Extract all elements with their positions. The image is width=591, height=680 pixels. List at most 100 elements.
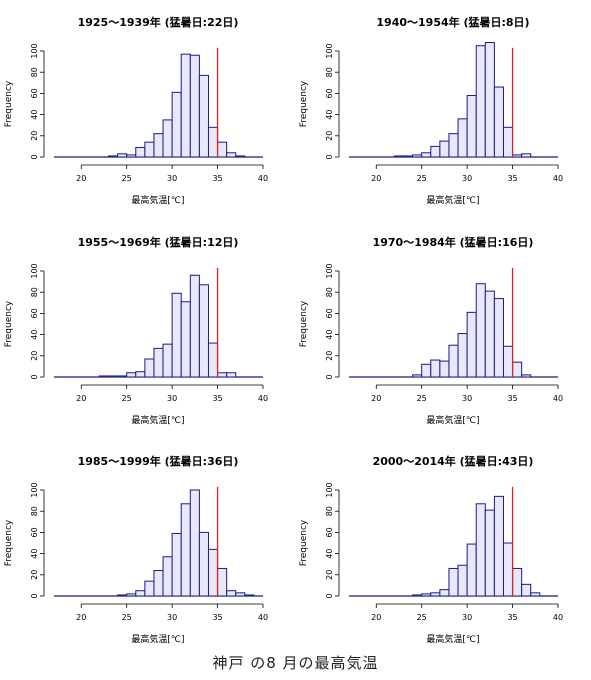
histogram-bar (484, 42, 495, 158)
y-axis-label: Frequency (4, 519, 14, 566)
x-tick-label: 35 (212, 394, 222, 403)
histogram-bar (162, 343, 173, 378)
histogram-bar (217, 567, 228, 597)
histogram-bar (126, 593, 137, 597)
histogram-bar (512, 154, 523, 158)
y-axis-label: Frequency (4, 300, 14, 347)
x-tick-label: 20 (371, 394, 381, 403)
y-tick-label: 40 (325, 110, 334, 120)
histogram-panel-6: 2000～2014年 (猛暑日:43日) 0 20 40 60 80 100 Frequenc… (299, 454, 563, 645)
histogram-bar (457, 118, 468, 158)
y-tick-label: 60 (30, 527, 39, 537)
y-tick-label: 100 (325, 43, 334, 58)
panel-title: 1955～1969年 (猛暑日:12日) (78, 235, 239, 249)
histogram-bar (198, 74, 209, 158)
histogram-bar (135, 146, 146, 158)
histogram-bar (457, 564, 468, 597)
histogram-bar (439, 360, 450, 378)
histogram-bar (448, 133, 459, 158)
histogram-bar (98, 375, 110, 378)
histogram-bar (235, 155, 246, 158)
histogram-bar (135, 590, 146, 597)
y-tick-label: 40 (30, 330, 39, 340)
histogram-bar (439, 140, 450, 158)
histogram-bar (412, 374, 423, 378)
histogram-bar (180, 53, 191, 158)
histogram-bar (421, 363, 432, 378)
y-tick-label: 0 (30, 593, 39, 598)
histogram-bar (502, 345, 514, 378)
histogram-bar (153, 347, 164, 378)
histogram-bar (153, 570, 164, 597)
y-tick-label: 20 (30, 570, 39, 580)
panel-title: 1985～1999年 (猛暑日:36日) (78, 454, 239, 468)
histogram-bar (475, 283, 486, 378)
histogram-bar (226, 372, 237, 378)
y-tick-label: 20 (325, 570, 334, 580)
x-tick-label: 25 (122, 174, 132, 183)
y-tick-label: 0 (325, 593, 334, 598)
x-tick-label: 20 (371, 174, 381, 183)
x-tick-label: 25 (417, 613, 427, 622)
x-tick-label: 35 (507, 613, 517, 622)
x-tick-label: 40 (553, 174, 563, 183)
x-tick-label: 40 (258, 613, 268, 622)
histogram-bar (207, 342, 219, 378)
y-tick-label: 80 (30, 287, 39, 297)
histogram-bar (189, 489, 200, 597)
x-tick-label: 40 (258, 394, 268, 403)
x-tick-label: 30 (462, 174, 472, 183)
x-tick-label: 35 (212, 174, 222, 183)
y-tick-label: 60 (30, 308, 39, 318)
histogram-bar (475, 503, 486, 597)
histogram-bar (180, 503, 191, 597)
histogram-bar (207, 548, 219, 597)
y-tick-label: 80 (325, 67, 334, 77)
histogram-bar (217, 141, 228, 158)
histogram-bar (244, 594, 255, 597)
y-tick-label: 40 (325, 330, 334, 340)
x-tick-label: 30 (167, 613, 177, 622)
y-tick-label: 20 (325, 351, 334, 361)
histogram-bar (135, 371, 146, 378)
x-tick-label: 30 (462, 394, 472, 403)
histogram-bar (403, 155, 414, 158)
y-tick-label: 0 (30, 374, 39, 379)
histogram-bar (512, 567, 523, 597)
histogram-bar (162, 119, 173, 158)
histogram-bar (393, 155, 405, 158)
y-tick-label: 40 (30, 110, 39, 120)
histogram-bar (144, 141, 155, 158)
y-tick-label: 80 (30, 67, 39, 77)
histogram-bar (162, 556, 173, 597)
histogram-bar (430, 359, 441, 378)
histogram-panel-3: 1955～1969年 (猛暑日:12日) 0 20 40 60 80 100 Frequenc… (4, 235, 268, 426)
histogram-bar (521, 374, 532, 378)
y-tick-label: 80 (30, 506, 39, 516)
figure-caption: 神戸 の8 月の最高気温 (212, 654, 379, 672)
y-tick-label: 20 (325, 131, 334, 141)
x-tick-label: 25 (122, 613, 132, 622)
x-tick-label: 35 (507, 174, 517, 183)
x-tick-label: 40 (553, 613, 563, 622)
x-axis-label: 最高気温[℃] (131, 633, 184, 645)
histogram-bar (235, 592, 246, 597)
histogram-panel-4: 1970～1984年 (猛暑日:16日) 0 20 40 60 80 100 Frequenc… (299, 235, 563, 426)
histogram-bar (512, 361, 523, 378)
y-tick-label: 0 (325, 374, 334, 379)
histogram-bar (171, 91, 182, 158)
histogram-bar (466, 311, 477, 378)
histogram-panel-5: 1985～1999年 (猛暑日:36日) 0 20 40 60 80 100 Frequenc… (4, 454, 268, 645)
panel-title: 1970～1984年 (猛暑日:16日) (373, 235, 534, 249)
x-tick-label: 35 (507, 394, 517, 403)
histogram-bar (521, 153, 532, 158)
histogram-bar (117, 153, 128, 158)
histogram-bar (153, 133, 164, 158)
y-tick-label: 40 (325, 549, 334, 559)
histogram-bar (207, 126, 219, 158)
histogram-bar (466, 543, 477, 597)
histogram-bar (108, 155, 119, 158)
x-axis-label: 最高気温[℃] (426, 414, 479, 426)
histogram-bar (226, 590, 237, 597)
